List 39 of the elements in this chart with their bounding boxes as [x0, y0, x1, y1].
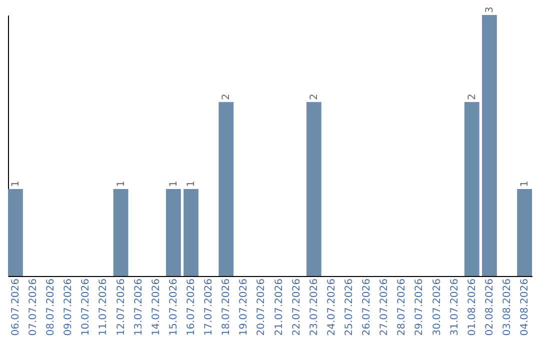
x-tick-label: 25.07.2026: [344, 278, 355, 336]
data-label: 1: [168, 180, 180, 187]
x-tick-label: 04.08.2026: [520, 278, 531, 336]
x-tick-label: 03.08.2026: [502, 278, 513, 336]
x-tick-label: 20.07.2026: [256, 278, 268, 336]
x-tick-label: 28.07.2026: [396, 278, 408, 336]
x-tick-label: 11.07.2026: [98, 278, 110, 336]
x-tick-label: 01.08.2026: [466, 278, 478, 336]
x-tick-label: 19.07.2026: [238, 278, 250, 336]
x-tick-label: 07.07.2026: [28, 278, 40, 336]
x-tick-label: 10.07.2026: [80, 278, 92, 336]
x-tick-label: 27.07.2026: [379, 278, 390, 336]
x-tick-label: 13.07.2026: [133, 278, 144, 336]
data-label: 1: [520, 180, 531, 187]
x-tick-label: 12.07.2026: [116, 278, 127, 336]
data-label: 3: [484, 6, 496, 13]
data-label: 2: [308, 94, 320, 100]
x-tick-label: 21.07.2026: [274, 278, 285, 336]
data-label: 1: [186, 180, 198, 187]
x-tick-label: 26.07.2026: [362, 278, 373, 336]
x-tick-label: 31.07.2026: [449, 278, 460, 336]
data-label: 1: [116, 180, 127, 187]
x-tick-label: 23.07.2026: [308, 278, 320, 336]
x-tick-label: 09.07.2026: [63, 278, 74, 336]
x-tick-label: 16.07.2026: [186, 278, 198, 336]
x-tick-label: 15.07.2026: [168, 278, 180, 336]
x-tick-label: 08.07.2026: [46, 278, 57, 336]
data-label: 2: [466, 94, 478, 100]
x-tick-label: 22.07.2026: [291, 278, 302, 336]
x-tick-label: 17.07.2026: [204, 278, 215, 336]
data-label: 1: [10, 180, 22, 187]
x-tick-label: 30.07.2026: [432, 278, 443, 336]
x-tick-label: 29.07.2026: [414, 278, 426, 336]
x-tick-label: 06.07.2026: [10, 278, 22, 336]
x-tick-label: 14.07.2026: [150, 278, 162, 336]
x-tick-label: 02.08.2026: [484, 278, 496, 336]
data-label: 2: [221, 94, 232, 100]
x-tick-label: 24.07.2026: [326, 278, 338, 336]
x-tick-label: 18.07.2026: [221, 278, 232, 336]
